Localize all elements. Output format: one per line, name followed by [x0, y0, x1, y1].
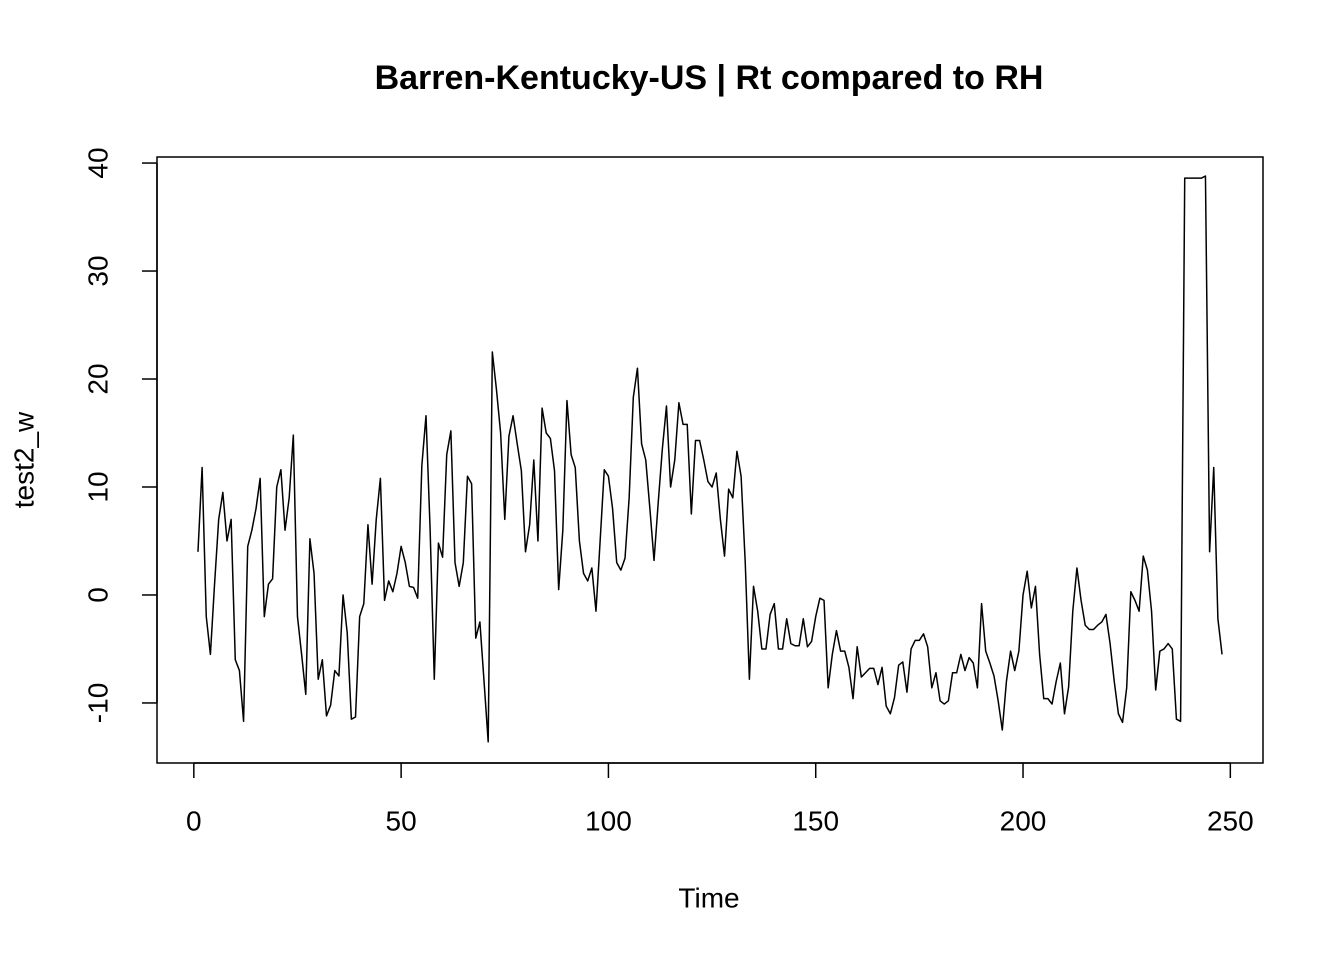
y-axis-label: test2_w [8, 411, 39, 508]
chart-title: Barren-Kentucky-US | Rt compared to RH [375, 59, 1044, 97]
y-tick-label: 0 [82, 587, 113, 603]
x-tick-label: 50 [386, 805, 417, 836]
x-tick-label: 100 [585, 805, 632, 836]
x-tick-label: 150 [792, 805, 839, 836]
y-tick-label: 20 [82, 363, 113, 394]
x-tick-label: 200 [1000, 805, 1047, 836]
x-tick-label: 250 [1207, 805, 1254, 836]
y-tick-label: 10 [82, 471, 113, 502]
y-tick-label: 40 [82, 147, 113, 178]
data-line [197, 175, 1223, 743]
x-axis-label: Time [678, 882, 739, 913]
x-tick-label: 0 [186, 805, 202, 836]
y-tick-label: 30 [82, 255, 113, 286]
y-tick-label: -10 [82, 683, 113, 723]
